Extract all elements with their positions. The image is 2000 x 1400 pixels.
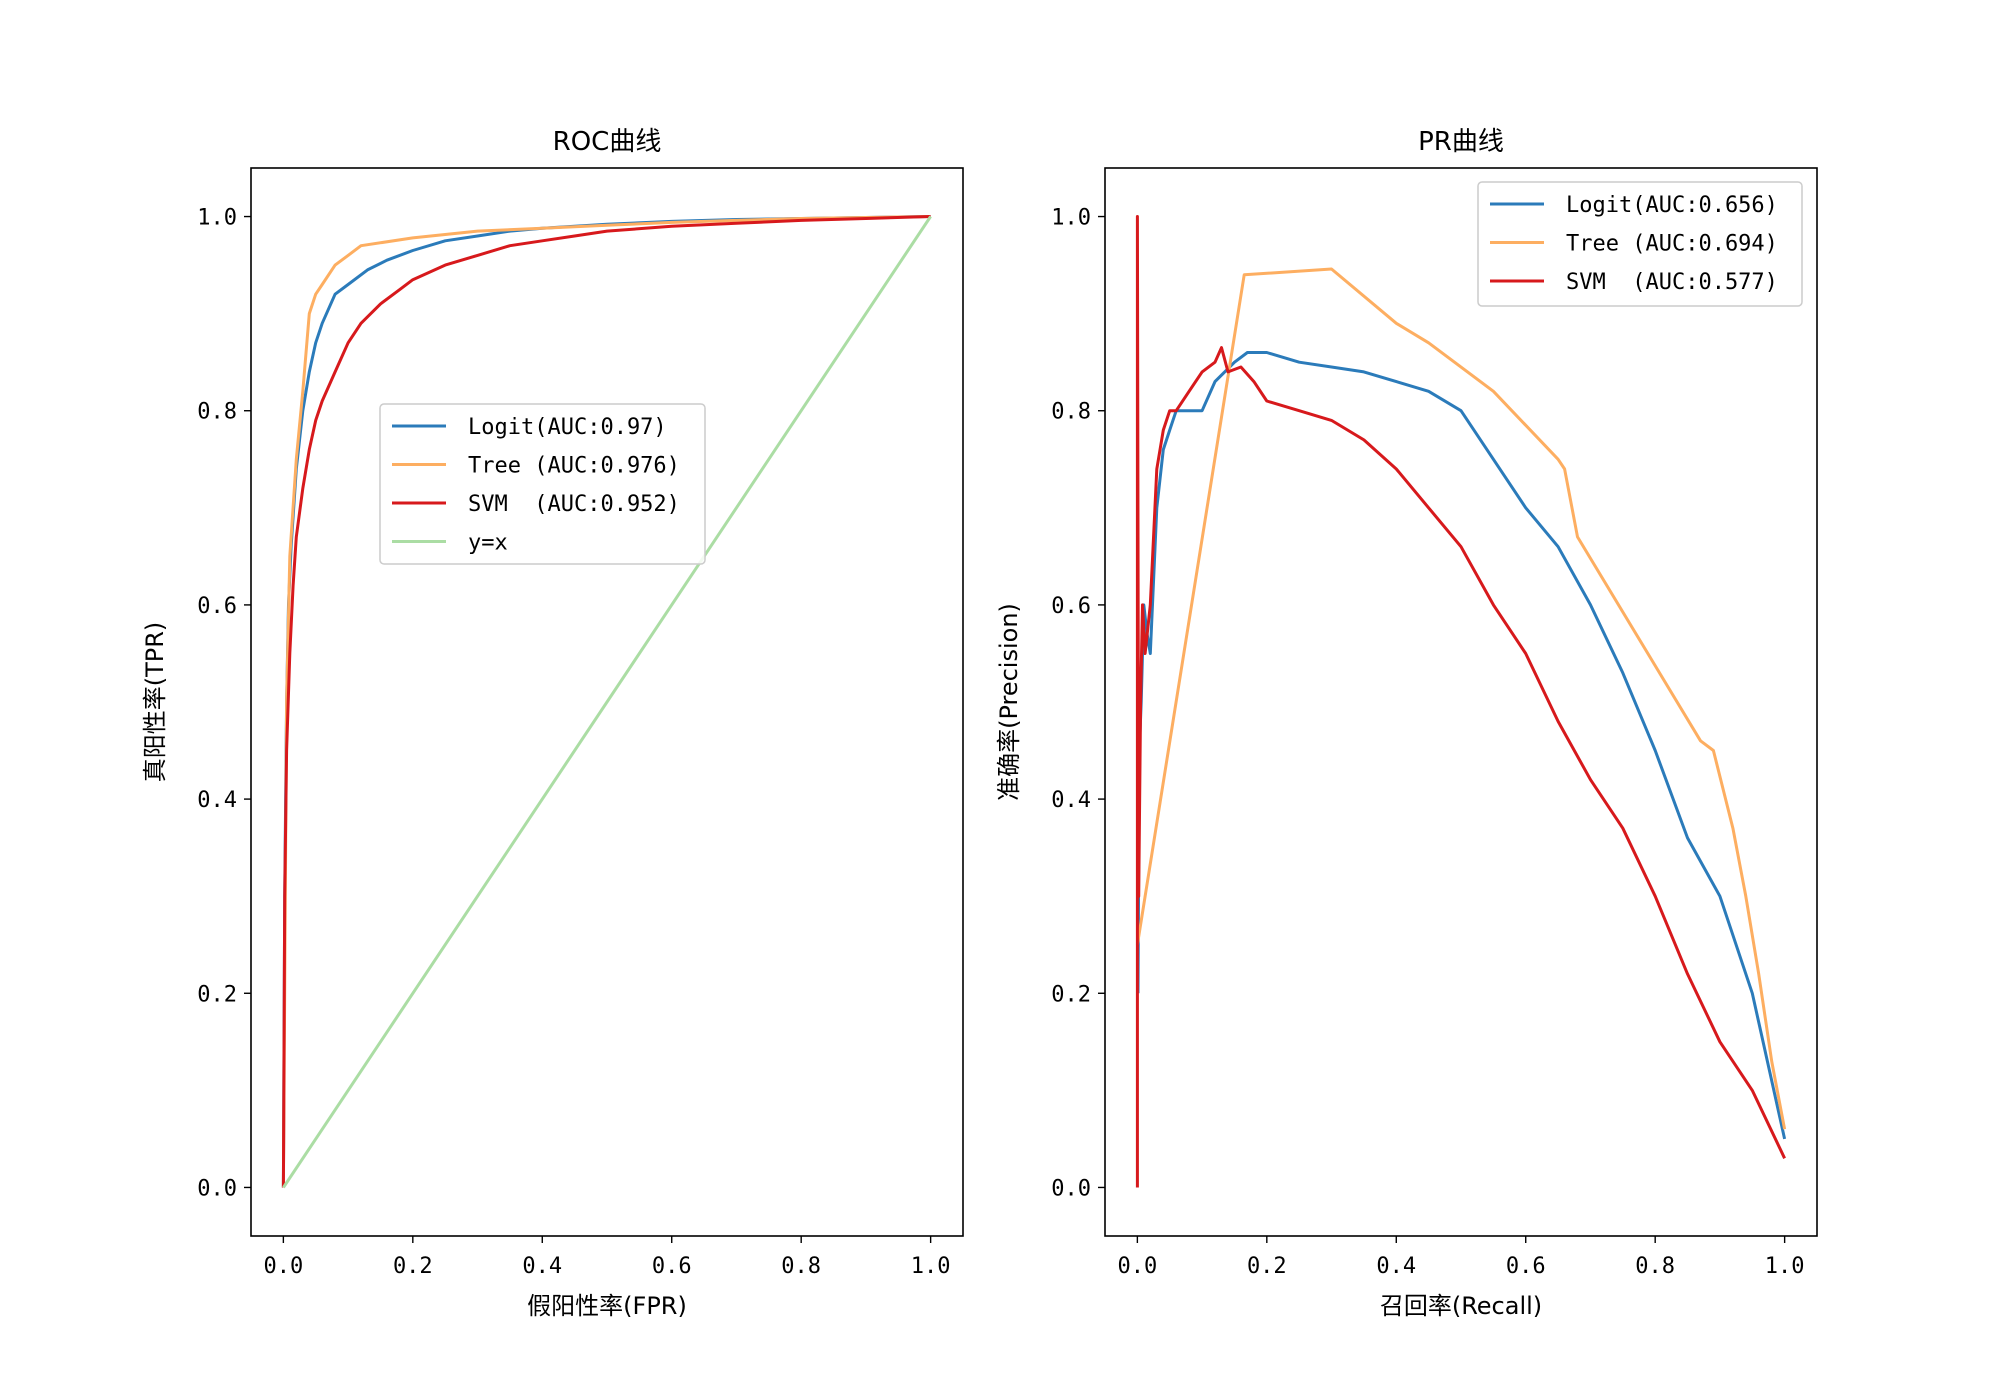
roc-x-axis-label: 假阳性率(FPR)	[527, 1292, 687, 1320]
series-line-tree-auc-0-694	[1135, 267, 1787, 1130]
y-tick-label: 0.4	[1051, 788, 1091, 813]
x-tick-label: 0.6	[652, 1254, 692, 1279]
legend-label: Logit(AUC:0.656)	[1566, 193, 1778, 218]
x-tick-label: 0.4	[1376, 1254, 1416, 1279]
series-line-tree-auc-0-976	[281, 215, 931, 1188]
legend-label: Tree (AUC:0.694)	[1566, 232, 1778, 257]
roc-panel: ROC曲线 假阳性率(FPR) 真阳性率(TPR) 0.0 0.2 0.4 0.6 0.…	[141, 127, 964, 1320]
legend-label: SVM (AUC:0.577)	[1566, 270, 1778, 295]
pr-chart-title: PR曲线	[1418, 127, 1504, 157]
axis-ticks: 0.0 0.2 0.4 0.6 0.8 1.0 0.0 0.2 0.4 0.6 0.8 1.0	[1051, 206, 1804, 1279]
legend: Logit(AUC:0.97) Tree (AUC:0.976) SVM (AUC:…	[379, 403, 706, 565]
pr-y-axis-label: 准确率(Precision)	[995, 603, 1023, 801]
x-tick-label: 0.8	[1635, 1254, 1675, 1279]
legend: Logit(AUC:0.656) Tree (AUC:0.694) SVM (AUC…	[1477, 181, 1803, 307]
y-tick-label: 0.8	[197, 400, 237, 425]
x-tick-label: 0.4	[522, 1254, 562, 1279]
roc-y-axis-label: 真阳性率(TPR)	[141, 622, 169, 783]
y-tick-label: 0.8	[1051, 400, 1091, 425]
y-tick-label: 0.6	[1051, 594, 1091, 619]
x-tick-label: 0.8	[781, 1254, 821, 1279]
series-lines	[281, 215, 932, 1189]
series-line-y-x	[282, 215, 932, 1189]
y-tick-label: 1.0	[1051, 206, 1091, 231]
series-lines	[1135, 215, 1787, 1188]
x-tick-label: 0.2	[393, 1254, 433, 1279]
series-line-svm-auc-0-952	[281, 215, 931, 1188]
series-line-logit-auc-0-656	[1136, 351, 1787, 1140]
x-tick-label: 0.0	[263, 1254, 303, 1279]
plot-frame	[1104, 167, 1818, 1237]
legend-label: y=x	[468, 531, 508, 556]
series-line-svm-auc-0-577	[1135, 215, 1786, 1188]
x-tick-label: 0.0	[1117, 1254, 1157, 1279]
y-tick-label: 0.0	[1051, 1176, 1091, 1201]
axis-ticks: 0.0 0.2 0.4 0.6 0.8 1.0 0.0 0.2 0.4 0.6 0.8 1.0	[197, 206, 950, 1279]
pr-x-axis-label: 召回率(Recall)	[1380, 1292, 1542, 1320]
pr-panel: PR曲线 召回率(Recall) 准确率(Precision) 0.0 0.2 0.…	[995, 127, 1818, 1320]
x-tick-label: 0.6	[1506, 1254, 1546, 1279]
y-tick-label: 0.2	[1051, 982, 1091, 1007]
y-tick-label: 1.0	[197, 206, 237, 231]
legend-label: Tree (AUC:0.976)	[468, 454, 680, 479]
legend-box	[1477, 181, 1803, 307]
x-tick-label: 1.0	[1765, 1254, 1805, 1279]
legend-label: SVM (AUC:0.952)	[468, 492, 680, 517]
x-tick-label: 0.2	[1247, 1254, 1287, 1279]
y-tick-label: 0.6	[197, 594, 237, 619]
y-tick-label: 0.0	[197, 1176, 237, 1201]
legend-label: Logit(AUC:0.97)	[468, 415, 667, 440]
y-tick-label: 0.2	[197, 982, 237, 1007]
legend-box	[379, 403, 706, 565]
plot-frame	[250, 167, 964, 1237]
x-tick-label: 1.0	[911, 1254, 951, 1279]
y-tick-label: 0.4	[197, 788, 237, 813]
roc-chart-title: ROC曲线	[553, 127, 662, 157]
